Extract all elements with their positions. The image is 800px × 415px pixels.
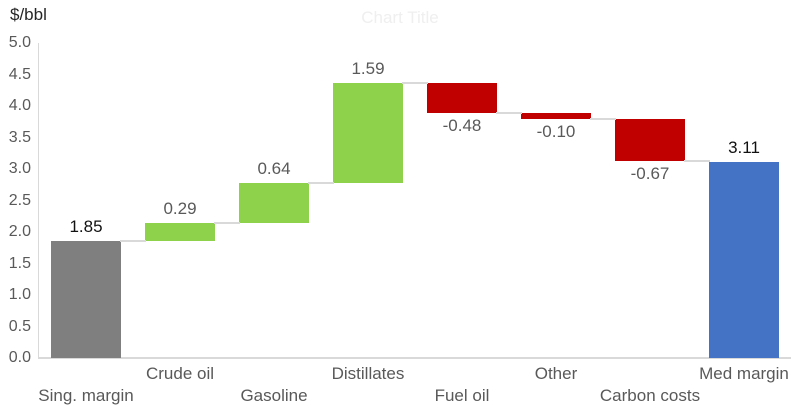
bar-value-label: 1.59	[351, 58, 385, 78]
connector-line	[120, 240, 146, 243]
y-tick-label: 1.5	[8, 254, 31, 272]
y-tick-label: 3.0	[8, 160, 31, 177]
bar-fuel-oil	[427, 82, 497, 113]
bar-other	[521, 112, 591, 120]
category-label-other: Other	[534, 364, 578, 383]
bar-value-label: 0.29	[163, 199, 197, 219]
bar-value-label: 3.11	[728, 138, 760, 158]
connector-line	[308, 181, 334, 184]
bar-value-label: 0.64	[257, 158, 291, 178]
y-tick-label: 0.5	[8, 317, 31, 335]
y-axis-line	[38, 43, 39, 358]
bar-distillates	[333, 82, 403, 183]
y-tick-label: 0.0	[8, 349, 31, 366]
y-tick-label: 2.0	[8, 223, 31, 240]
bar-gasoline	[239, 182, 309, 224]
bar-med-margin	[709, 162, 779, 358]
connector-line	[684, 160, 710, 163]
y-tick-label: 4.0	[8, 97, 31, 114]
connector-line	[590, 118, 616, 121]
category-label-sing-margin: Sing. margin	[38, 386, 134, 405]
chart-title: Chart Title	[361, 8, 439, 27]
bar-value-label: 1.85	[69, 217, 103, 237]
y-tick-label: 1.0	[8, 286, 31, 303]
category-label-distillates: Distillates	[331, 364, 405, 383]
connector-line	[496, 111, 522, 114]
category-label-gasoline: Gasoline	[240, 386, 308, 405]
bar-value-label: -0.67	[630, 164, 670, 184]
y-axis-units-label: $/bbl	[10, 5, 47, 24]
y-tick-label: 3.5	[8, 128, 31, 146]
y-tick-label: 5.0	[8, 34, 31, 51]
category-label-med-margin: Med margin	[699, 364, 789, 383]
bar-crude-oil	[145, 223, 215, 242]
category-label-fuel-oil: Fuel oil	[434, 386, 490, 405]
bar-carbon-costs	[615, 119, 685, 162]
y-tick-label: 2.5	[8, 191, 31, 209]
category-label-crude-oil: Crude oil	[145, 364, 215, 383]
bar-value-label: -0.48	[442, 115, 482, 135]
y-tick-label: 4.5	[8, 65, 31, 83]
x-axis-line	[38, 357, 791, 359]
bar-sing-margin	[51, 241, 121, 358]
bar-value-label: -0.10	[536, 122, 576, 142]
connector-line	[214, 222, 240, 225]
category-label-carbon-costs: Carbon costs	[599, 386, 701, 405]
connector-line	[402, 81, 428, 84]
